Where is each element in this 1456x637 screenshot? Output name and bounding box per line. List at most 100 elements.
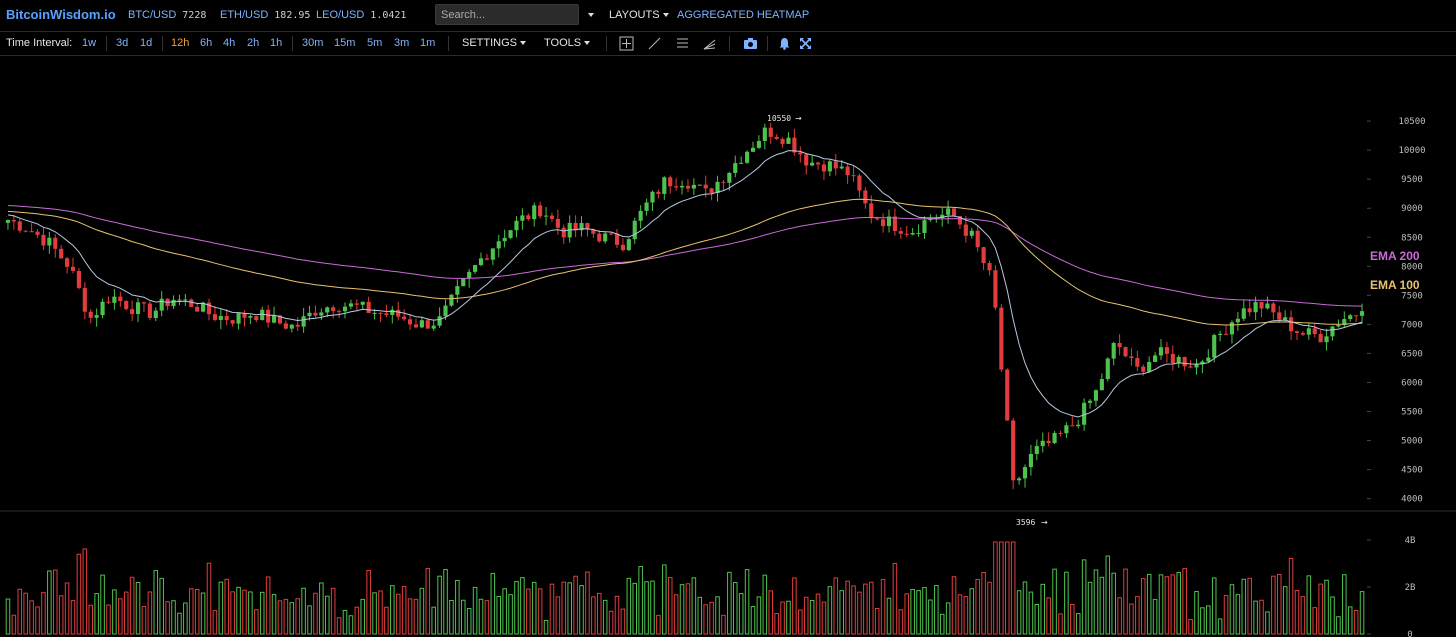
volume-bar bbox=[1099, 576, 1105, 635]
candle-body bbox=[561, 227, 566, 238]
volume-bar bbox=[1022, 581, 1028, 635]
layouts-menu[interactable]: LAYOUTS bbox=[609, 9, 669, 21]
interval-3m[interactable]: 3m bbox=[394, 37, 410, 49]
interval-4h[interactable]: 4h bbox=[223, 37, 236, 49]
fan-icon[interactable] bbox=[702, 36, 717, 51]
interval-3d[interactable]: 3d bbox=[116, 37, 129, 49]
volume-bar bbox=[1052, 568, 1057, 635]
candle-body bbox=[1336, 325, 1341, 327]
volume-bar bbox=[898, 609, 904, 635]
volume-bar bbox=[277, 600, 283, 635]
candle-body bbox=[526, 215, 531, 220]
volume-bar bbox=[1170, 574, 1176, 635]
interval-12h[interactable]: 12h bbox=[171, 37, 190, 49]
horizontal-lines-icon[interactable] bbox=[675, 36, 690, 51]
candle-body bbox=[727, 172, 732, 183]
fullscreen-icon[interactable] bbox=[799, 37, 812, 50]
volume-bar bbox=[1271, 575, 1276, 635]
interval-1h[interactable]: 1h bbox=[270, 37, 283, 49]
divider bbox=[606, 36, 607, 51]
candle-body bbox=[804, 154, 809, 166]
candle-body bbox=[916, 232, 921, 234]
candle-body bbox=[1111, 343, 1116, 359]
interval-1m[interactable]: 1m bbox=[420, 37, 436, 49]
volume-bar bbox=[531, 581, 537, 635]
volume-bar bbox=[1312, 607, 1318, 635]
volume-bar bbox=[1176, 571, 1182, 635]
volume-bar bbox=[957, 594, 963, 635]
interval-1d[interactable]: 1d bbox=[140, 37, 153, 49]
line-icon[interactable] bbox=[647, 36, 662, 51]
ticker-leousd[interactable]: LEO/USD 1.0421 bbox=[316, 9, 406, 21]
candle-body bbox=[1064, 425, 1069, 434]
interval-30m[interactable]: 30m bbox=[302, 37, 324, 49]
camera-icon[interactable] bbox=[743, 37, 758, 50]
candle-body bbox=[638, 210, 643, 221]
volume-bar bbox=[945, 602, 951, 635]
candle-body bbox=[1330, 326, 1335, 337]
volume-bar bbox=[384, 606, 389, 635]
candle-body bbox=[135, 302, 141, 315]
search-dropdown-button[interactable] bbox=[588, 6, 594, 24]
interval-2h[interactable]: 2h bbox=[247, 37, 260, 49]
ema-200-line bbox=[7, 205, 1363, 307]
volume-bar bbox=[1010, 541, 1016, 635]
candle-body bbox=[762, 127, 767, 141]
volume-bar bbox=[336, 617, 342, 635]
candle-body bbox=[1265, 303, 1270, 309]
volume-bar bbox=[520, 577, 525, 635]
arrow-right-icon: → bbox=[1041, 518, 1048, 527]
interval-5m[interactable]: 5m bbox=[367, 37, 383, 49]
volume-bar bbox=[1016, 590, 1022, 635]
volume-bar bbox=[313, 592, 318, 635]
candle-body bbox=[1052, 432, 1057, 444]
volume-bar bbox=[70, 600, 76, 635]
ticker-ethusd[interactable]: ETH/USD 182.95 bbox=[220, 9, 310, 21]
candle-body bbox=[821, 164, 827, 172]
volume-bar bbox=[987, 581, 992, 635]
candle-body bbox=[1359, 311, 1365, 316]
candle-body bbox=[1046, 440, 1051, 444]
aggregated-heatmap-link[interactable]: AGGREGATED HEATMAP bbox=[677, 9, 810, 21]
ticker-btcusd[interactable]: BTC/USD 7228 bbox=[128, 9, 206, 21]
candle-body bbox=[910, 233, 915, 235]
volume-bar bbox=[934, 584, 939, 635]
logo[interactable]: BitcoinWisdom.io bbox=[6, 7, 116, 22]
candle-body bbox=[898, 231, 903, 234]
volume-bar bbox=[283, 598, 289, 635]
volume-bar bbox=[975, 578, 980, 635]
candle-body bbox=[591, 229, 596, 234]
volume-bar bbox=[928, 599, 933, 635]
interval-6h[interactable]: 6h bbox=[200, 37, 213, 49]
chart-toolbar: Time Interval: 1w 3d 1d 12h 6h 4h 2h 1h … bbox=[0, 32, 1456, 56]
price-tick-label: 7000 bbox=[1401, 320, 1423, 330]
candle-body bbox=[810, 162, 815, 166]
volume-bar bbox=[1070, 604, 1075, 635]
volume-bar bbox=[324, 595, 330, 635]
volume-bar bbox=[23, 592, 28, 635]
volume-bar bbox=[780, 601, 785, 635]
price-chart[interactable]: 10500 10000 9500 9000 8500 8000 7500 7000 6500 60… bbox=[0, 56, 1456, 637]
interval-1w[interactable]: 1w bbox=[82, 37, 97, 49]
settings-menu[interactable]: SETTINGS bbox=[462, 37, 527, 49]
candle-body bbox=[366, 301, 371, 313]
search-input[interactable] bbox=[435, 4, 579, 25]
tools-label: TOOLS bbox=[544, 37, 582, 49]
volume-bar bbox=[656, 614, 661, 635]
interval-15m[interactable]: 15m bbox=[334, 37, 356, 49]
price-tick-label: 6500 bbox=[1401, 349, 1423, 359]
candle-body bbox=[1300, 332, 1305, 335]
volume-tick-label: 2B bbox=[1405, 583, 1416, 593]
tools-menu[interactable]: TOOLS bbox=[544, 37, 591, 49]
volume-bar bbox=[993, 541, 998, 635]
bell-icon[interactable] bbox=[778, 37, 791, 50]
candle-body bbox=[1289, 317, 1294, 332]
crosshair-icon[interactable] bbox=[619, 36, 634, 51]
volume-bar bbox=[330, 587, 336, 635]
volume-bar bbox=[1211, 577, 1217, 635]
volume-bar bbox=[1200, 607, 1205, 635]
candle-body bbox=[419, 320, 424, 328]
candle-body bbox=[721, 181, 726, 183]
ticker-symbol: ETH/USD bbox=[220, 9, 269, 21]
volume-bar bbox=[874, 608, 880, 635]
